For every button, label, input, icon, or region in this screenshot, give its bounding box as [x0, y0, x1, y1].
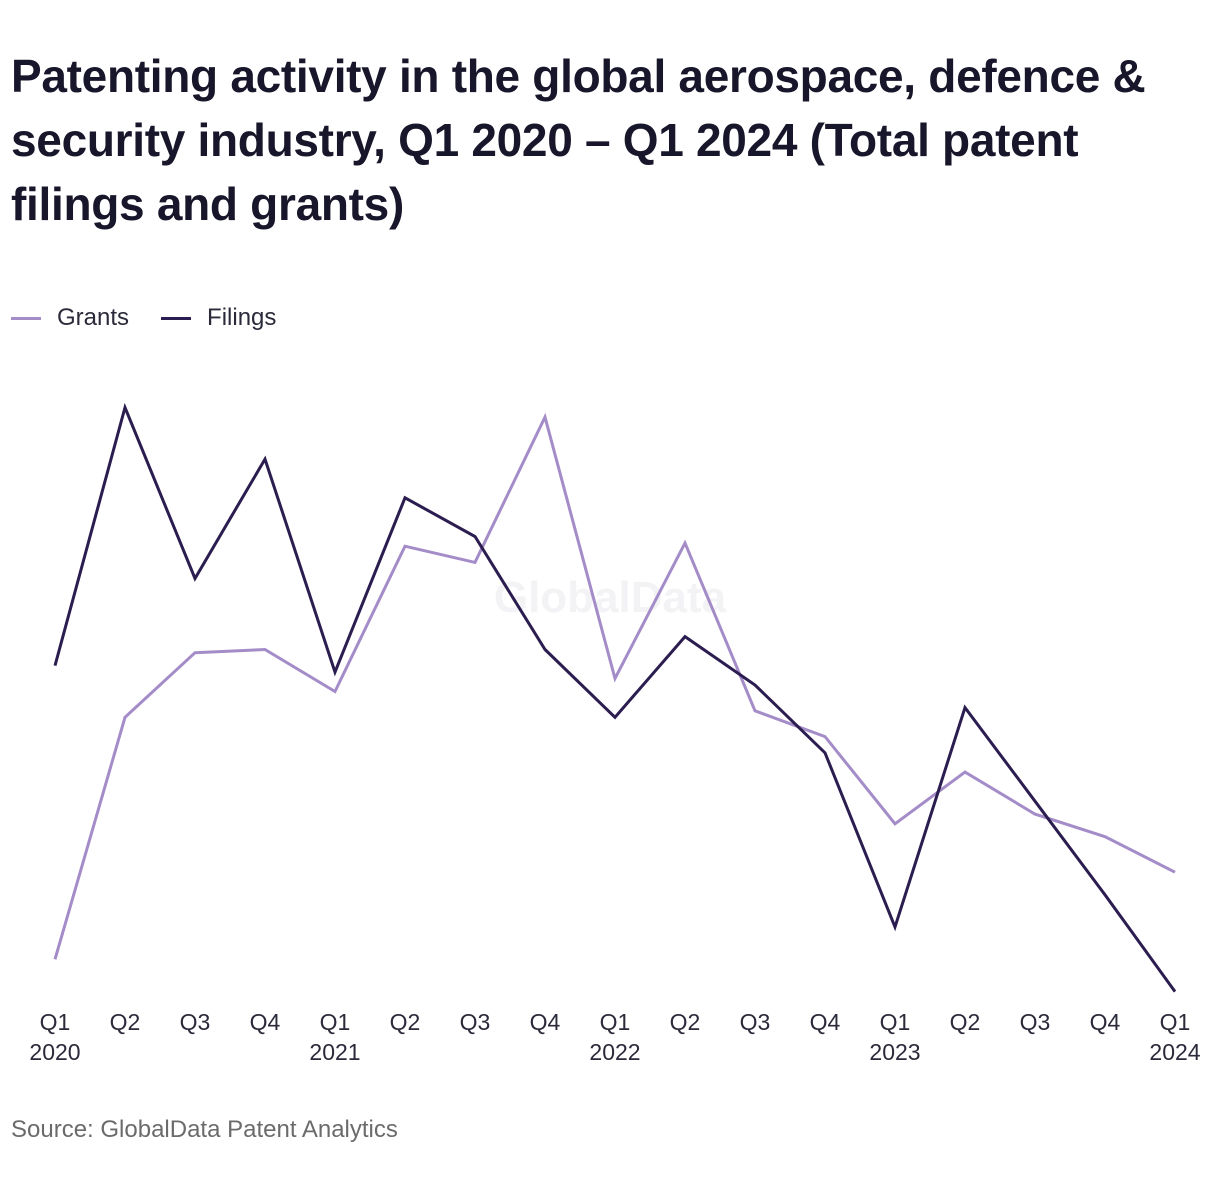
legend-swatch-filings: [161, 316, 192, 320]
line-chart: GlobalData Q1 2020 Q2 Q3 Q4 Q1 2021 Q2 Q3 Q4 Q1 202…: [29, 402, 1201, 1065]
legend-item-filings: Filings: [161, 304, 276, 332]
x-tick-label: Q3: [1020, 1009, 1051, 1035]
x-tick-label: Q3: [740, 1009, 771, 1035]
x-tick-year-label: 2023: [869, 1039, 920, 1065]
x-tick-label: Q3: [460, 1009, 491, 1035]
series-lines: [53, 402, 1177, 993]
x-tick-label: Q1: [320, 1009, 351, 1035]
x-tick-year-label: 2020: [29, 1039, 80, 1065]
x-tick-label: Q2: [950, 1009, 981, 1035]
x-tick-year-label: 2021: [309, 1039, 360, 1065]
x-tick-label: Q3: [180, 1009, 211, 1035]
x-tick-year-label: 2024: [1149, 1039, 1200, 1065]
series-line-grants: [53, 412, 1176, 960]
x-tick-label: Q1: [600, 1009, 631, 1035]
x-tick-label: Q1: [40, 1009, 71, 1035]
watermark: GlobalData: [494, 573, 727, 622]
x-tick-year-label: 2022: [589, 1039, 640, 1065]
x-tick-label: Q2: [110, 1009, 141, 1035]
x-tick-label: Q4: [530, 1009, 561, 1035]
legend-label-grants: Grants: [57, 304, 130, 331]
legend-item-grants: Grants: [11, 304, 129, 332]
source-note: Source: GlobalData Patent Analytics: [11, 1116, 398, 1143]
x-tick-label: Q1: [1160, 1009, 1191, 1035]
x-tick-label: Q2: [390, 1009, 421, 1035]
chart-title: Patenting activity in the global aerospa…: [11, 50, 1146, 230]
x-tick-label: Q2: [670, 1009, 701, 1035]
legend-swatch-grants: [11, 316, 41, 320]
x-tick-label: Q1: [880, 1009, 911, 1035]
x-tick-label: Q4: [250, 1009, 281, 1035]
x-axis-ticks: Q1 2020 Q2 Q3 Q4 Q1 2021 Q2 Q3 Q4 Q1 2022 Q2 Q3 Q4 Q1 20…: [29, 1009, 1200, 1065]
chart-legend: Grants Filings: [11, 304, 276, 332]
series-line-filings: [53, 402, 1177, 993]
legend-label-filings: Filings: [207, 304, 277, 331]
x-tick-label: Q4: [810, 1009, 841, 1035]
x-tick-label: Q4: [1090, 1009, 1121, 1035]
